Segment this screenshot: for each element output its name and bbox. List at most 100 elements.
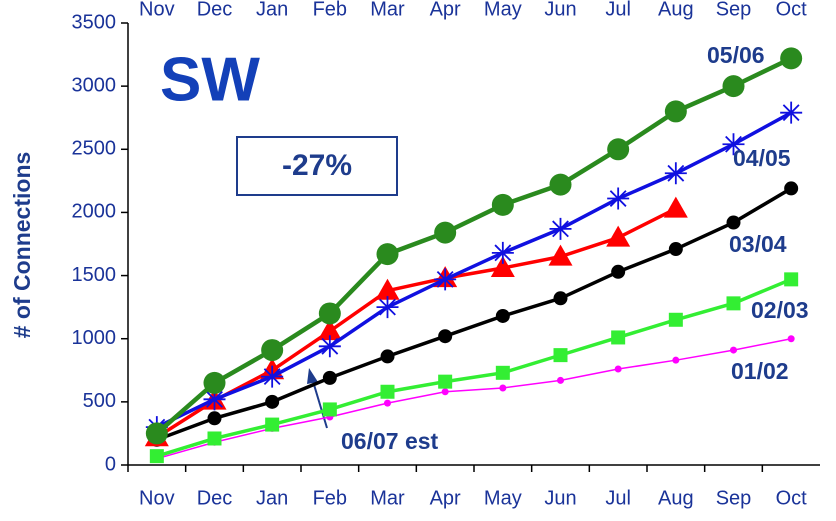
series-line: [156, 111, 793, 429]
x-tick-label: Sep: [716, 487, 752, 509]
marker: [207, 431, 222, 446]
series-label: 03/04: [729, 231, 787, 257]
arrow-head: [307, 368, 318, 384]
marker: [784, 272, 799, 287]
marker: [322, 402, 337, 417]
x-tick-label: Jul: [605, 487, 631, 509]
marker: [722, 133, 745, 156]
y-axis-label: # of Connections: [9, 152, 35, 339]
marker: [499, 384, 507, 392]
x-tick-label-top: Apr: [430, 0, 461, 20]
x-tick-label: Jan: [256, 487, 288, 509]
marker: [375, 278, 400, 300]
marker: [663, 196, 688, 218]
series-line: [156, 337, 792, 460]
x-tick-label: Dec: [197, 487, 233, 509]
series-label: 05/06: [707, 42, 765, 68]
marker: [438, 374, 453, 389]
marker: [784, 181, 799, 196]
x-tick-label-top: Jun: [544, 0, 576, 20]
marker: [265, 394, 280, 409]
marker: [265, 417, 280, 432]
marker: [434, 268, 457, 291]
y-tick-label: 2000: [72, 201, 117, 223]
series-label: 06/07 est: [341, 428, 439, 454]
marker: [607, 138, 630, 161]
y-tick-label: 0: [105, 453, 116, 475]
chart-title: SW: [160, 45, 260, 114]
marker: [491, 193, 514, 216]
marker: [207, 411, 222, 426]
x-tick-label-top: May: [484, 0, 522, 20]
marker: [149, 449, 164, 464]
x-tick-label-top: Jan: [256, 0, 288, 20]
marker: [664, 162, 687, 185]
marker: [495, 365, 510, 380]
series-label: 02/03: [751, 297, 809, 323]
x-tick-label: Oct: [776, 487, 808, 509]
marker: [553, 348, 568, 363]
marker: [318, 302, 341, 325]
annotation-box: [236, 136, 398, 196]
x-tick-label: Nov: [139, 487, 175, 509]
marker: [611, 264, 626, 279]
marker: [611, 330, 626, 345]
marker: [548, 244, 573, 266]
marker: [495, 308, 510, 323]
y-tick-label: 3500: [72, 11, 117, 33]
marker: [726, 215, 741, 230]
marker: [438, 329, 453, 344]
marker: [380, 349, 395, 364]
marker: [380, 384, 395, 399]
y-tick-label: 2500: [72, 138, 117, 160]
marker: [317, 319, 342, 341]
x-tick-label-top: Feb: [313, 0, 347, 20]
marker: [318, 335, 341, 358]
marker: [607, 187, 630, 210]
series-label: 01/02: [731, 358, 789, 384]
annotation: -27%: [282, 149, 352, 182]
x-tick-label: May: [484, 487, 522, 509]
x-tick-label: Feb: [313, 487, 347, 509]
series-label: 04/05: [733, 145, 791, 171]
marker: [606, 225, 631, 247]
x-tick-label: Apr: [430, 487, 461, 509]
series-line: [156, 186, 793, 442]
x-tick-label-top: Sep: [716, 0, 752, 20]
marker: [668, 242, 683, 257]
marker: [726, 296, 741, 311]
marker: [722, 75, 745, 98]
marker: [376, 296, 399, 319]
marker: [490, 255, 515, 277]
marker: [384, 399, 391, 407]
x-tick-label-top: Aug: [658, 0, 694, 20]
marker: [261, 339, 284, 362]
y-tick-label: 1500: [72, 264, 117, 286]
marker: [668, 312, 683, 327]
series-line: [156, 277, 792, 458]
marker: [261, 365, 284, 388]
marker: [549, 217, 572, 240]
x-tick-label-top: Jul: [605, 0, 631, 20]
x-tick-label: Aug: [658, 487, 694, 509]
y-tick-label: 1000: [72, 327, 117, 349]
marker: [672, 356, 680, 364]
marker: [491, 241, 514, 264]
marker: [434, 221, 457, 244]
marker: [203, 388, 226, 411]
x-tick-label-top: Dec: [197, 0, 233, 20]
y-tick-label: 3000: [72, 74, 117, 96]
y-tick-label: 500: [83, 390, 116, 412]
x-tick-label-top: Oct: [776, 0, 808, 20]
marker: [614, 365, 622, 373]
x-tick-label-top: Nov: [139, 0, 175, 20]
marker: [787, 335, 795, 343]
marker: [376, 243, 399, 266]
series-line: [155, 207, 677, 439]
arrow: [311, 377, 328, 429]
marker: [549, 173, 572, 196]
marker: [441, 388, 449, 396]
x-tick-label: Jun: [544, 487, 576, 509]
x-tick-label-top: Mar: [370, 0, 405, 20]
